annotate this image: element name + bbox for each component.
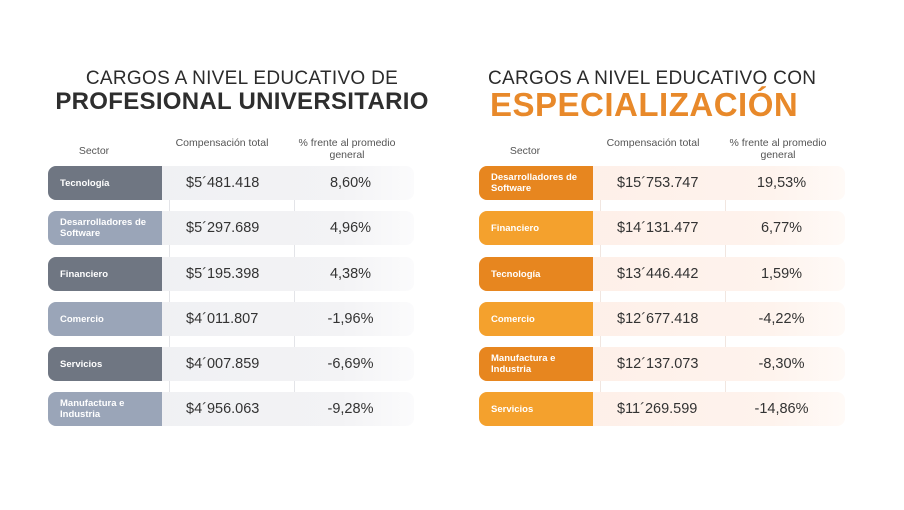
percent-value: 8,60%	[329, 175, 372, 191]
compensation-value: $12´137.073	[617, 356, 699, 372]
panel-title-line1: CARGOS A NIVEL EDUCATIVO CON	[488, 68, 817, 89]
header-porcentaje: % frente al promedio general	[298, 137, 396, 161]
compensation-value: $12´677.418	[617, 311, 699, 327]
table-row: Desarrolladores de Software $5´297.689 4…	[48, 211, 414, 245]
panel-title-line2: ESPECIALIZACIÓN	[490, 86, 799, 123]
percent-value: -8,30%	[758, 356, 805, 372]
sector-label: Financiero	[479, 211, 593, 245]
sector-label: Desarrolladores de Software	[479, 166, 593, 200]
percent-value: 6,77%	[760, 220, 803, 236]
sector-label: Manufactura e Industria	[48, 392, 162, 426]
sector-label: Tecnología	[48, 166, 162, 200]
panel-title-line2: PROFESIONAL UNIVERSITARIO	[55, 88, 429, 115]
compensation-value: $4´956.063	[186, 401, 260, 417]
sector-label: Servicios	[479, 392, 593, 426]
header-porcentaje: % frente al promedio general	[729, 137, 827, 161]
table-row: Manufactura e Industria $12´137.073 -8,3…	[479, 347, 845, 381]
column-divider	[600, 166, 601, 424]
panel-title-line1: CARGOS A NIVEL EDUCATIVO DE	[85, 68, 399, 89]
compensation-value: $5´195.398	[186, 266, 260, 282]
compensation-value: $15´753.747	[617, 175, 699, 191]
column-divider	[725, 166, 726, 424]
header-compensacion: Compensación total	[606, 137, 700, 149]
percent-value: -1,96%	[327, 311, 374, 327]
sector-label: Tecnología	[479, 257, 593, 291]
percent-value: -9,28%	[327, 401, 374, 417]
percent-value: 4,38%	[329, 266, 372, 282]
compensation-value: $13´446.442	[617, 266, 699, 282]
table-row: Financiero $5´195.398 4,38%	[48, 257, 414, 291]
sector-label: Financiero	[48, 257, 162, 291]
sector-label: Servicios	[48, 347, 162, 381]
percent-value: -4,22%	[758, 311, 805, 327]
compensation-value: $11´269.599	[617, 401, 698, 417]
header-sector: Sector	[509, 145, 541, 157]
table-row: Comercio $4´011.807 -1,96%	[48, 302, 414, 336]
percent-value: 19,53%	[756, 175, 807, 191]
sector-label: Desarrolladores de Software	[48, 211, 162, 245]
table-row: Financiero $14´131.477 6,77%	[479, 211, 845, 245]
table-row: Comercio $12´677.418 -4,22%	[479, 302, 845, 336]
compensation-value: $5´297.689	[186, 220, 260, 236]
header-compensacion: Compensación total	[175, 137, 269, 149]
column-divider	[169, 166, 170, 424]
table-row: Servicios $11´269.599 -14,86%	[479, 392, 845, 426]
compensation-value: $14´131.477	[617, 220, 699, 236]
compensation-value: $4´011.807	[186, 311, 259, 327]
sector-label: Comercio	[48, 302, 162, 336]
table-row: Manufactura e Industria $4´956.063 -9,28…	[48, 392, 414, 426]
table-row: Desarrolladores de Software $15´753.747 …	[479, 166, 845, 200]
percent-value: 1,59%	[760, 266, 803, 282]
compensation-value: $4´007.859	[186, 356, 260, 372]
compensation-value: $5´481.418	[186, 175, 260, 191]
table-row: Tecnología $13´446.442 1,59%	[479, 257, 845, 291]
percent-value: 4,96%	[329, 220, 372, 236]
percent-value: -14,86%	[754, 401, 809, 417]
table-row: Tecnología $5´481.418 8,60%	[48, 166, 414, 200]
column-divider	[294, 166, 295, 424]
sector-label: Comercio	[479, 302, 593, 336]
percent-value: -6,69%	[327, 356, 374, 372]
table-row: Servicios $4´007.859 -6,69%	[48, 347, 414, 381]
sector-label: Manufactura e Industria	[479, 347, 593, 381]
header-sector: Sector	[78, 145, 110, 157]
